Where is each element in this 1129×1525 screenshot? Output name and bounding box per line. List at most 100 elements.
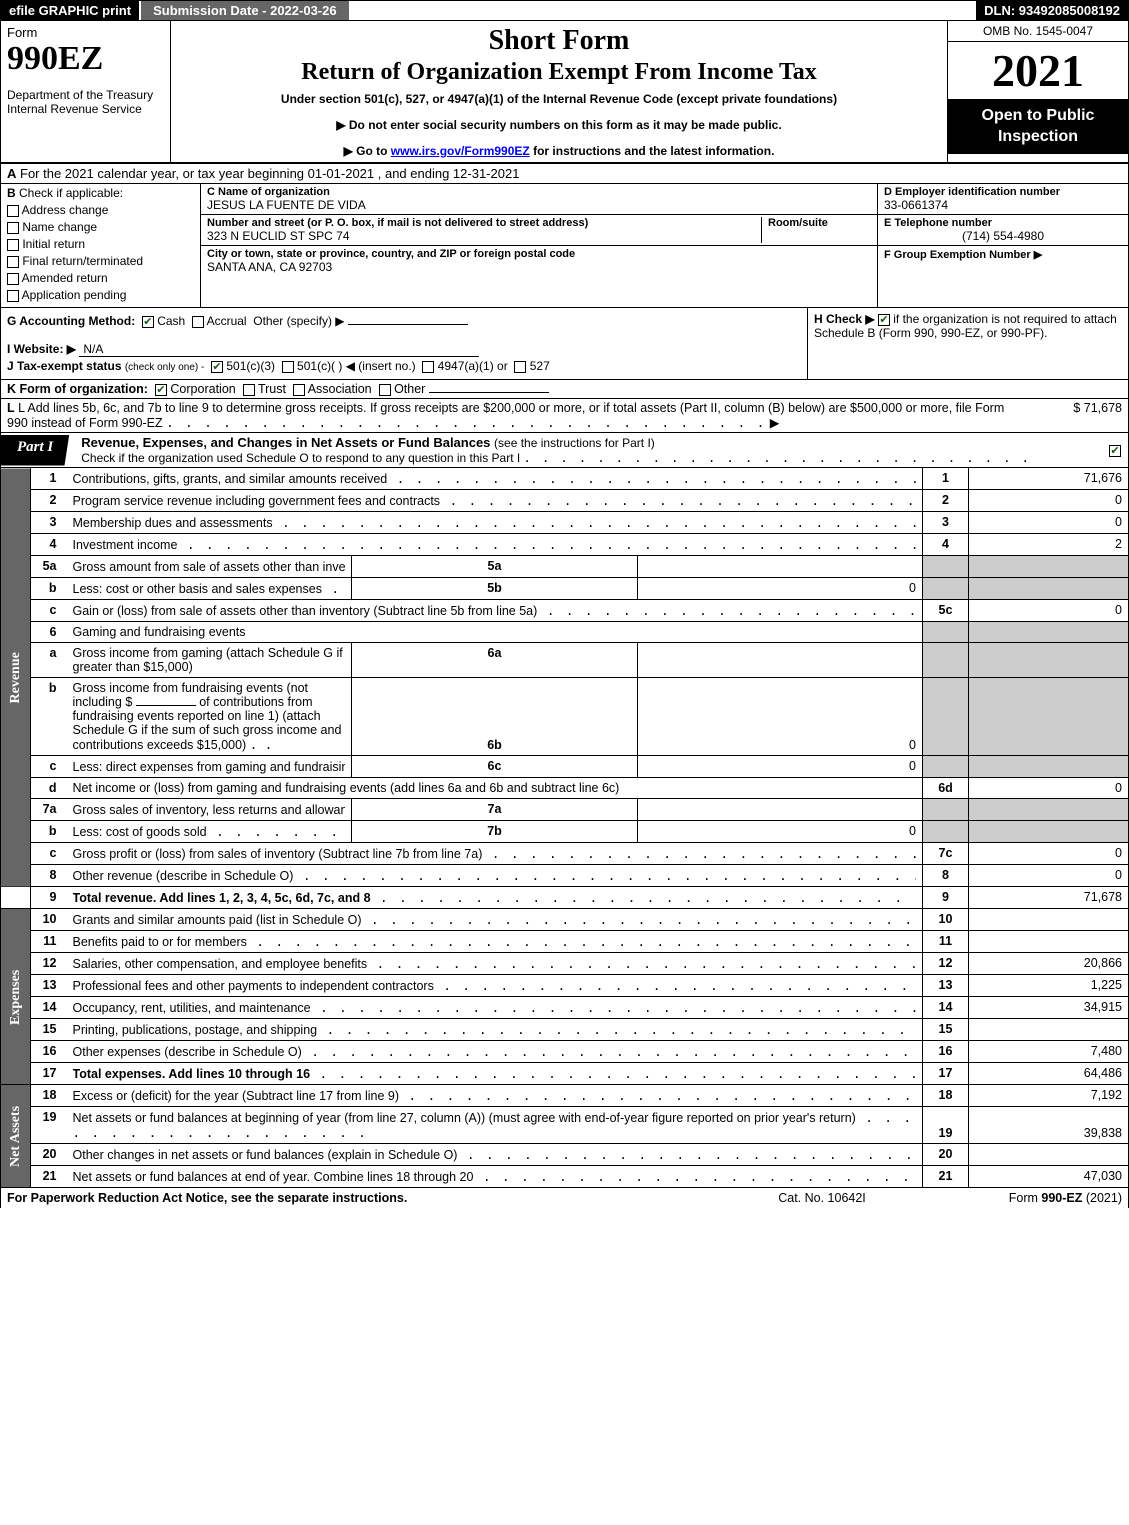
l6b-blank[interactable] xyxy=(136,705,196,706)
l19-num: 19 xyxy=(31,1107,67,1144)
l15-desc: Printing, publications, postage, and shi… xyxy=(73,1023,318,1037)
l2-desc: Program service revenue including govern… xyxy=(73,494,441,508)
l5b-subval: 0 xyxy=(637,578,922,600)
chk-name-change[interactable]: Name change xyxy=(7,220,194,234)
l6c-desc: Less: direct expenses from gaming and fu… xyxy=(73,760,346,774)
chk-corp[interactable] xyxy=(155,384,167,396)
chk-final-return[interactable]: Final return/terminated xyxy=(7,254,194,268)
section-d-e-f: D Employer identification number 33-0661… xyxy=(878,184,1128,307)
l20-lbl: 20 xyxy=(923,1144,969,1166)
j-label: J Tax-exempt status xyxy=(7,359,122,373)
l3-num: 3 xyxy=(31,512,67,534)
l4-desc: Investment income xyxy=(73,538,178,552)
l12-num: 12 xyxy=(31,953,67,975)
l4-num: 4 xyxy=(31,534,67,556)
chk-initial-return[interactable]: Initial return xyxy=(7,237,194,251)
chk-address-change[interactable]: Address change xyxy=(7,203,194,217)
l7b-desc: Less: cost of goods sold xyxy=(73,825,207,839)
l7b-shade1 xyxy=(923,821,969,843)
g-label: G Accounting Method: xyxy=(7,314,135,328)
irs-link[interactable]: www.irs.gov/Form990EZ xyxy=(391,144,530,158)
l6d-num: d xyxy=(31,778,67,799)
l6a-sublbl: 6a xyxy=(352,643,637,678)
part1-check-text: Check if the organization used Schedule … xyxy=(81,451,1031,465)
section-b: B Check if applicable: Address change Na… xyxy=(1,184,201,307)
l5b-num: b xyxy=(31,578,67,600)
l10-val xyxy=(969,909,1129,931)
efile-print: efile GRAPHIC print xyxy=(1,1,139,20)
g-other: Other (specify) ▶ xyxy=(253,314,344,328)
l11-desc: Benefits paid to or for members xyxy=(73,935,247,949)
chk-501c3[interactable] xyxy=(211,361,223,373)
instr-ssn: ▶ Do not enter social security numbers o… xyxy=(179,118,939,132)
l17-val: 64,486 xyxy=(969,1063,1129,1085)
l1-num: 1 xyxy=(31,468,67,490)
i-label: I Website: ▶ xyxy=(7,342,76,356)
l6b-num: b xyxy=(31,678,67,756)
part1-table: Revenue 1 Contributions, gifts, grants, … xyxy=(0,468,1129,1188)
section-h: H Check ▶ if the organization is not req… xyxy=(808,308,1128,379)
l8-num: 8 xyxy=(31,865,67,887)
chk-schedule-b[interactable] xyxy=(878,314,890,326)
g-other-blank[interactable] xyxy=(348,324,468,325)
l-amount: $ 71,678 xyxy=(1012,401,1122,430)
l10-lbl: 10 xyxy=(923,909,969,931)
chk-4947[interactable] xyxy=(422,361,434,373)
part1-header: Part I Revenue, Expenses, and Changes in… xyxy=(0,433,1129,468)
l6d-val: 0 xyxy=(969,778,1129,799)
k-other: Other xyxy=(394,382,425,396)
chk-schedule-o[interactable] xyxy=(1109,445,1121,457)
chk-accrual[interactable] xyxy=(192,316,204,328)
c-room-label: Room/suite xyxy=(768,217,871,229)
l6c-subval: 0 xyxy=(637,756,922,778)
l11-num: 11 xyxy=(31,931,67,953)
l7b-shade2 xyxy=(969,821,1129,843)
dept-treasury: Department of the Treasury Internal Reve… xyxy=(7,88,164,116)
l7a-shade1 xyxy=(923,799,969,821)
header-center: Short Form Return of Organization Exempt… xyxy=(171,21,948,162)
topbar-spacer xyxy=(351,1,977,20)
submission-date: Submission Date - 2022-03-26 xyxy=(139,1,351,20)
l18-num: 18 xyxy=(31,1085,67,1107)
l4-lbl: 4 xyxy=(923,534,969,556)
c-city-label: City or town, state or province, country… xyxy=(207,248,871,260)
l6-shade1 xyxy=(923,622,969,643)
l9-lbl: 9 xyxy=(923,887,969,909)
l14-val: 34,915 xyxy=(969,997,1129,1019)
l21-val: 47,030 xyxy=(969,1166,1129,1188)
l7b-subval: 0 xyxy=(637,821,922,843)
info-grid: B Check if applicable: Address change Na… xyxy=(0,184,1129,308)
row-a-letter: A xyxy=(7,166,16,181)
l20-val xyxy=(969,1144,1129,1166)
l13-num: 13 xyxy=(31,975,67,997)
l7c-num: c xyxy=(31,843,67,865)
l1-desc: Contributions, gifts, grants, and simila… xyxy=(73,472,388,486)
l17-lbl: 17 xyxy=(923,1063,969,1085)
side-expenses: Expenses xyxy=(1,909,31,1085)
form-number: 990EZ xyxy=(7,40,164,78)
l20-num: 20 xyxy=(31,1144,67,1166)
d-ein-value: 33-0661374 xyxy=(884,198,1122,212)
l13-val: 1,225 xyxy=(969,975,1129,997)
chk-application-pending[interactable]: Application pending xyxy=(7,288,194,302)
chk-cash[interactable] xyxy=(142,316,154,328)
f-group-label: F Group Exemption Number ▶ xyxy=(884,248,1122,261)
page-footer: For Paperwork Reduction Act Notice, see … xyxy=(0,1188,1129,1208)
k-other-blank[interactable] xyxy=(429,392,549,393)
chk-assoc[interactable] xyxy=(293,384,305,396)
l9-val: 71,678 xyxy=(969,887,1129,909)
j-insert: ◀ (insert no.) xyxy=(346,359,416,373)
chk-527[interactable] xyxy=(514,361,526,373)
chk-amended-return[interactable]: Amended return xyxy=(7,271,194,285)
header-left: Form 990EZ Department of the Treasury In… xyxy=(1,21,171,162)
form-subtitle: Under section 501(c), 527, or 4947(a)(1)… xyxy=(179,92,939,106)
l6c-shade1 xyxy=(923,756,969,778)
chk-trust[interactable] xyxy=(243,384,255,396)
header-right: OMB No. 1545-0047 2021 Open to Public In… xyxy=(948,21,1128,162)
c-name-value: JESUS LA FUENTE DE VIDA xyxy=(207,198,871,212)
part1-title-sub: (see the instructions for Part I) xyxy=(494,436,655,450)
chk-other-org[interactable] xyxy=(379,384,391,396)
l5a-sublbl: 5a xyxy=(352,556,637,578)
chk-501c[interactable] xyxy=(282,361,294,373)
l6d-lbl: 6d xyxy=(923,778,969,799)
